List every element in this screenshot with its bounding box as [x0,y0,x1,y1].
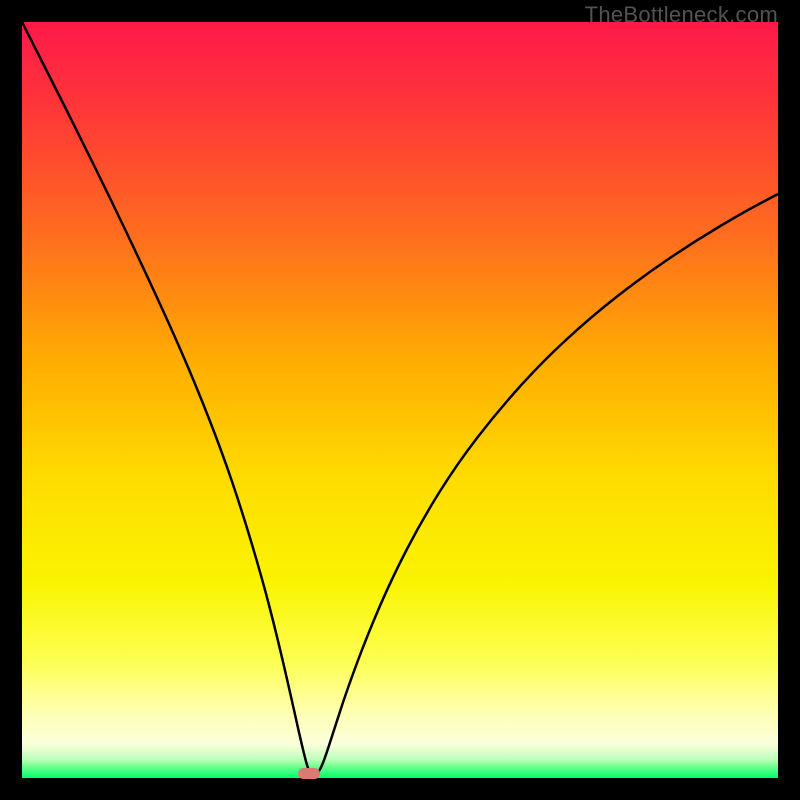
curve-right-branch [317,194,778,774]
chart-frame [22,22,778,778]
bottleneck-curve [22,22,778,778]
curve-left-branch [22,22,311,774]
optimal-marker [298,768,320,779]
